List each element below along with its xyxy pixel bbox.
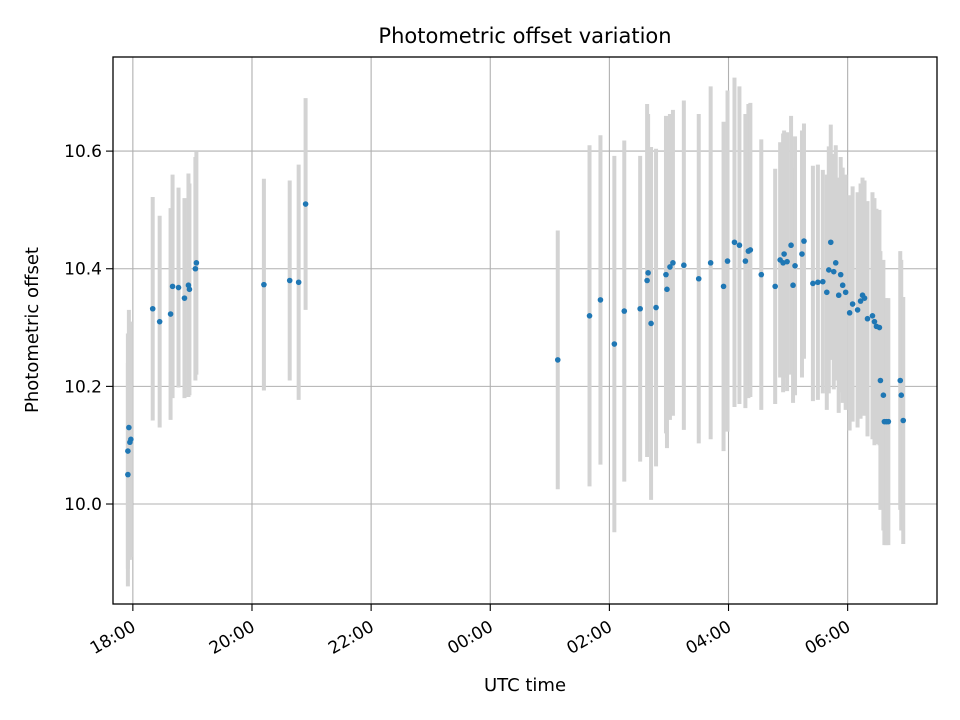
data-point xyxy=(648,320,654,327)
data-point xyxy=(772,283,778,290)
data-point xyxy=(149,305,156,312)
plot-frame xyxy=(112,56,938,605)
data-point xyxy=(302,201,309,207)
data-point xyxy=(900,417,907,424)
data-point xyxy=(736,242,743,249)
data-point xyxy=(611,341,618,347)
data-points xyxy=(125,201,907,478)
data-point xyxy=(586,312,593,319)
data-point xyxy=(827,239,834,246)
data-point xyxy=(125,448,131,454)
data-point xyxy=(781,251,787,257)
data-point xyxy=(720,283,727,290)
data-point xyxy=(637,305,643,312)
data-point xyxy=(864,315,871,322)
data-point xyxy=(871,318,878,325)
data-point xyxy=(849,301,856,307)
data-point xyxy=(815,279,821,286)
data-point xyxy=(742,258,749,264)
data-point xyxy=(810,280,816,287)
data-point xyxy=(186,286,193,293)
data-point xyxy=(825,267,832,273)
data-point xyxy=(597,297,604,303)
data-point xyxy=(877,377,884,384)
data-point xyxy=(621,308,628,314)
data-point xyxy=(731,239,738,246)
data-point xyxy=(832,260,839,266)
y-tick-label: 10.4 xyxy=(64,260,102,280)
data-point xyxy=(869,312,876,319)
data-point xyxy=(175,284,182,291)
data-point xyxy=(156,318,163,325)
data-point xyxy=(261,281,267,288)
data-point xyxy=(181,295,188,301)
data-point xyxy=(790,282,796,289)
y-axis-label: Photometric offset xyxy=(22,247,43,413)
y-tick-label: 10.0 xyxy=(64,495,102,515)
grid xyxy=(113,57,937,604)
data-point xyxy=(846,310,853,316)
y-tick-label: 10.2 xyxy=(64,377,102,397)
data-point xyxy=(695,275,702,282)
data-point xyxy=(192,265,199,272)
data-point xyxy=(295,279,302,286)
x-axis-label: UTC time xyxy=(484,675,566,696)
data-point xyxy=(125,471,131,478)
data-point xyxy=(876,324,883,331)
data-point xyxy=(837,271,844,278)
data-point xyxy=(885,418,892,425)
data-point xyxy=(128,436,134,443)
data-point xyxy=(799,251,805,257)
data-point xyxy=(167,311,174,317)
data-point xyxy=(842,289,849,296)
data-point xyxy=(788,242,794,249)
data-point xyxy=(897,377,904,384)
data-point xyxy=(707,260,714,266)
data-point xyxy=(861,295,868,301)
data-point xyxy=(724,258,731,264)
data-point xyxy=(792,263,798,269)
data-point xyxy=(169,283,176,290)
data-point xyxy=(835,292,842,299)
y-tick-label: 10.6 xyxy=(64,142,102,162)
chart-title: Photometric offset variation xyxy=(378,24,671,48)
data-point xyxy=(830,268,837,275)
data-point xyxy=(644,277,650,284)
data-point xyxy=(645,270,651,276)
data-point xyxy=(681,262,687,269)
data-point xyxy=(801,238,807,244)
data-point xyxy=(193,260,200,266)
data-point xyxy=(664,286,670,293)
data-point xyxy=(758,271,765,278)
data-point xyxy=(663,271,669,278)
data-point xyxy=(898,392,905,398)
data-point xyxy=(824,289,830,296)
data-point xyxy=(126,424,132,431)
data-point xyxy=(880,392,887,398)
data-point xyxy=(857,298,864,304)
data-point xyxy=(667,264,673,270)
data-point xyxy=(747,247,754,253)
data-point xyxy=(839,282,846,289)
data-point xyxy=(653,304,659,311)
data-point xyxy=(554,357,561,363)
data-point xyxy=(670,260,676,266)
data-point xyxy=(784,258,790,265)
data-point xyxy=(820,278,826,285)
data-point xyxy=(286,277,293,284)
data-point xyxy=(854,307,861,313)
